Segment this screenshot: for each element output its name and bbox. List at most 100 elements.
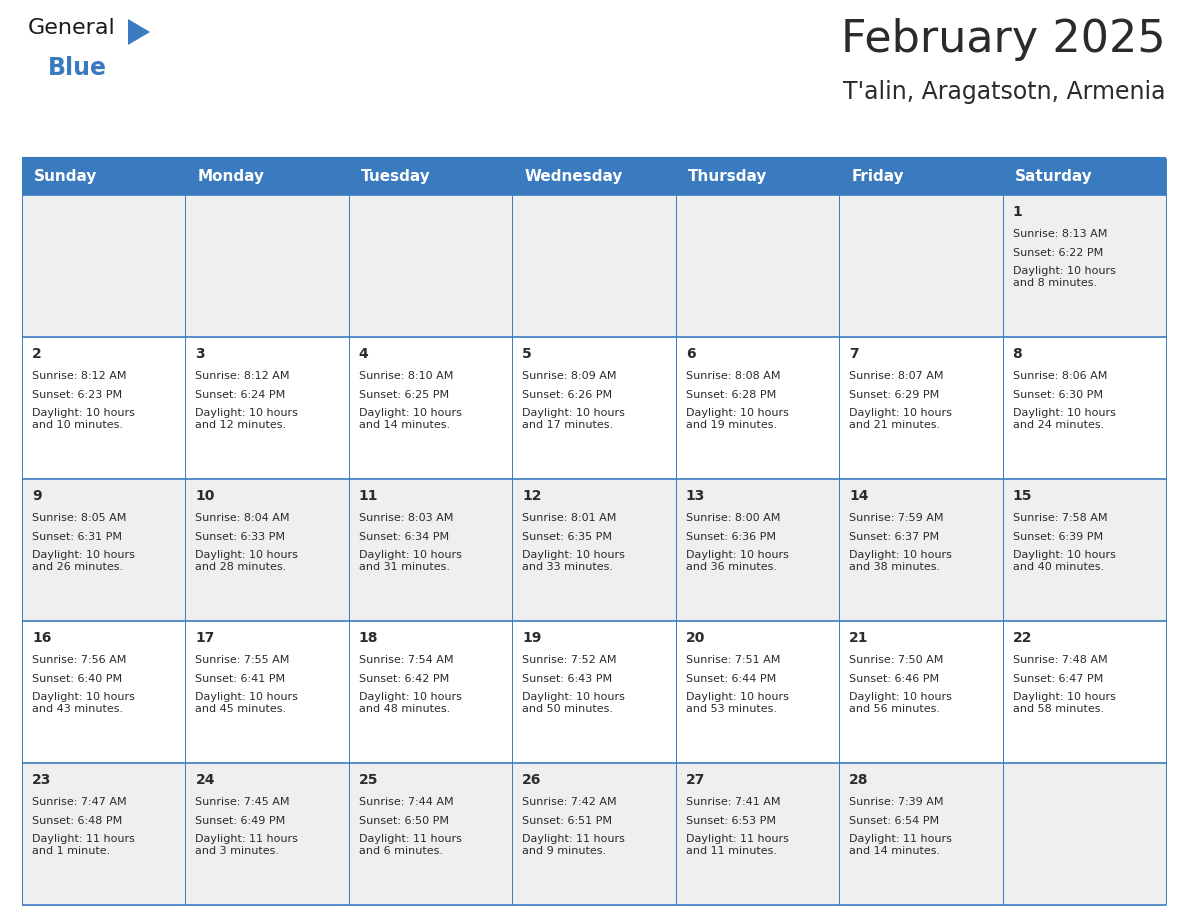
Bar (676, 621, 839, 763)
Text: Sunset: 6:49 PM: Sunset: 6:49 PM (196, 815, 285, 825)
Bar (185, 479, 349, 621)
Text: Sunset: 6:47 PM: Sunset: 6:47 PM (1012, 674, 1102, 684)
Bar (1003, 763, 1165, 905)
Text: Daylight: 10 hours
and 38 minutes.: Daylight: 10 hours and 38 minutes. (849, 550, 952, 573)
Text: 23: 23 (32, 773, 51, 787)
Text: Daylight: 10 hours
and 36 minutes.: Daylight: 10 hours and 36 minutes. (685, 550, 789, 573)
Text: Daylight: 10 hours
and 28 minutes.: Daylight: 10 hours and 28 minutes. (196, 550, 298, 573)
Text: Daylight: 10 hours
and 26 minutes.: Daylight: 10 hours and 26 minutes. (32, 550, 135, 573)
Bar (185, 763, 349, 905)
Bar (512, 479, 676, 621)
Bar (839, 763, 1003, 905)
Text: 1: 1 (1012, 205, 1023, 219)
Text: Daylight: 10 hours
and 50 minutes.: Daylight: 10 hours and 50 minutes. (523, 692, 625, 714)
Text: Daylight: 10 hours
and 40 minutes.: Daylight: 10 hours and 40 minutes. (1012, 550, 1116, 573)
Text: Sunrise: 7:44 AM: Sunrise: 7:44 AM (359, 797, 454, 807)
Bar (185, 621, 349, 763)
Text: Sunset: 6:40 PM: Sunset: 6:40 PM (32, 674, 122, 684)
Bar (23, 479, 185, 621)
Bar (349, 763, 512, 905)
Text: February 2025: February 2025 (841, 18, 1165, 61)
Text: Blue: Blue (48, 56, 107, 80)
Bar (349, 337, 512, 479)
Bar (23, 158, 185, 195)
Text: 16: 16 (32, 631, 51, 645)
Text: Sunrise: 7:48 AM: Sunrise: 7:48 AM (1012, 655, 1107, 665)
Text: Daylight: 10 hours
and 17 minutes.: Daylight: 10 hours and 17 minutes. (523, 408, 625, 431)
Text: Sunday: Sunday (34, 169, 97, 184)
Text: Sunset: 6:51 PM: Sunset: 6:51 PM (523, 815, 612, 825)
Text: Sunset: 6:28 PM: Sunset: 6:28 PM (685, 389, 776, 399)
Text: 11: 11 (359, 489, 378, 503)
Text: 10: 10 (196, 489, 215, 503)
Text: Sunset: 6:54 PM: Sunset: 6:54 PM (849, 815, 940, 825)
Text: Thursday: Thursday (688, 169, 767, 184)
Text: 8: 8 (1012, 347, 1023, 361)
Text: Sunrise: 8:06 AM: Sunrise: 8:06 AM (1012, 371, 1107, 381)
Bar (23, 763, 185, 905)
Bar (1003, 158, 1165, 195)
Text: Sunrise: 8:01 AM: Sunrise: 8:01 AM (523, 513, 617, 523)
Bar (349, 479, 512, 621)
Bar (1003, 337, 1165, 479)
Text: 9: 9 (32, 489, 42, 503)
Bar (1003, 195, 1165, 337)
Text: 12: 12 (523, 489, 542, 503)
Text: Sunrise: 8:13 AM: Sunrise: 8:13 AM (1012, 229, 1107, 239)
Text: 28: 28 (849, 773, 868, 787)
Text: Sunrise: 7:59 AM: Sunrise: 7:59 AM (849, 513, 943, 523)
Text: Sunset: 6:22 PM: Sunset: 6:22 PM (1012, 248, 1102, 258)
Text: Daylight: 11 hours
and 1 minute.: Daylight: 11 hours and 1 minute. (32, 834, 135, 856)
Bar (185, 158, 349, 195)
Text: 18: 18 (359, 631, 378, 645)
Text: Sunrise: 8:09 AM: Sunrise: 8:09 AM (523, 371, 617, 381)
Text: Sunset: 6:36 PM: Sunset: 6:36 PM (685, 532, 776, 542)
Text: Sunrise: 8:08 AM: Sunrise: 8:08 AM (685, 371, 781, 381)
Text: Sunset: 6:30 PM: Sunset: 6:30 PM (1012, 389, 1102, 399)
Text: 7: 7 (849, 347, 859, 361)
Bar (676, 479, 839, 621)
Text: Daylight: 10 hours
and 31 minutes.: Daylight: 10 hours and 31 minutes. (359, 550, 462, 573)
Text: 26: 26 (523, 773, 542, 787)
Text: Daylight: 10 hours
and 8 minutes.: Daylight: 10 hours and 8 minutes. (1012, 266, 1116, 288)
Text: Tuesday: Tuesday (361, 169, 430, 184)
Text: 21: 21 (849, 631, 868, 645)
Text: Sunrise: 8:10 AM: Sunrise: 8:10 AM (359, 371, 454, 381)
Text: 24: 24 (196, 773, 215, 787)
Bar (1003, 479, 1165, 621)
Bar (512, 158, 676, 195)
Text: Sunrise: 7:52 AM: Sunrise: 7:52 AM (523, 655, 617, 665)
Text: Sunrise: 7:55 AM: Sunrise: 7:55 AM (196, 655, 290, 665)
Text: Daylight: 10 hours
and 43 minutes.: Daylight: 10 hours and 43 minutes. (32, 692, 135, 714)
Text: Sunset: 6:50 PM: Sunset: 6:50 PM (359, 815, 449, 825)
Text: Daylight: 11 hours
and 6 minutes.: Daylight: 11 hours and 6 minutes. (359, 834, 462, 856)
Text: Daylight: 10 hours
and 48 minutes.: Daylight: 10 hours and 48 minutes. (359, 692, 462, 714)
Text: 19: 19 (523, 631, 542, 645)
Bar (839, 158, 1003, 195)
Text: 2: 2 (32, 347, 42, 361)
Text: 6: 6 (685, 347, 695, 361)
Text: Daylight: 10 hours
and 19 minutes.: Daylight: 10 hours and 19 minutes. (685, 408, 789, 431)
Bar (676, 337, 839, 479)
Text: General: General (29, 18, 115, 38)
Text: Sunrise: 7:56 AM: Sunrise: 7:56 AM (32, 655, 126, 665)
Bar (23, 337, 185, 479)
Text: Sunrise: 7:51 AM: Sunrise: 7:51 AM (685, 655, 781, 665)
Bar (349, 195, 512, 337)
Text: 5: 5 (523, 347, 532, 361)
Text: 20: 20 (685, 631, 706, 645)
Text: Friday: Friday (851, 169, 904, 184)
Bar (185, 195, 349, 337)
Text: Sunset: 6:34 PM: Sunset: 6:34 PM (359, 532, 449, 542)
Text: Daylight: 10 hours
and 10 minutes.: Daylight: 10 hours and 10 minutes. (32, 408, 135, 431)
Bar (512, 195, 676, 337)
Text: Sunset: 6:35 PM: Sunset: 6:35 PM (523, 532, 612, 542)
Text: Sunrise: 8:05 AM: Sunrise: 8:05 AM (32, 513, 126, 523)
Text: Sunrise: 7:42 AM: Sunrise: 7:42 AM (523, 797, 617, 807)
Text: Sunrise: 8:12 AM: Sunrise: 8:12 AM (196, 371, 290, 381)
Text: Sunrise: 7:41 AM: Sunrise: 7:41 AM (685, 797, 781, 807)
Text: Sunrise: 8:12 AM: Sunrise: 8:12 AM (32, 371, 126, 381)
Bar (349, 621, 512, 763)
Text: Daylight: 10 hours
and 24 minutes.: Daylight: 10 hours and 24 minutes. (1012, 408, 1116, 431)
Text: Sunset: 6:33 PM: Sunset: 6:33 PM (196, 532, 285, 542)
